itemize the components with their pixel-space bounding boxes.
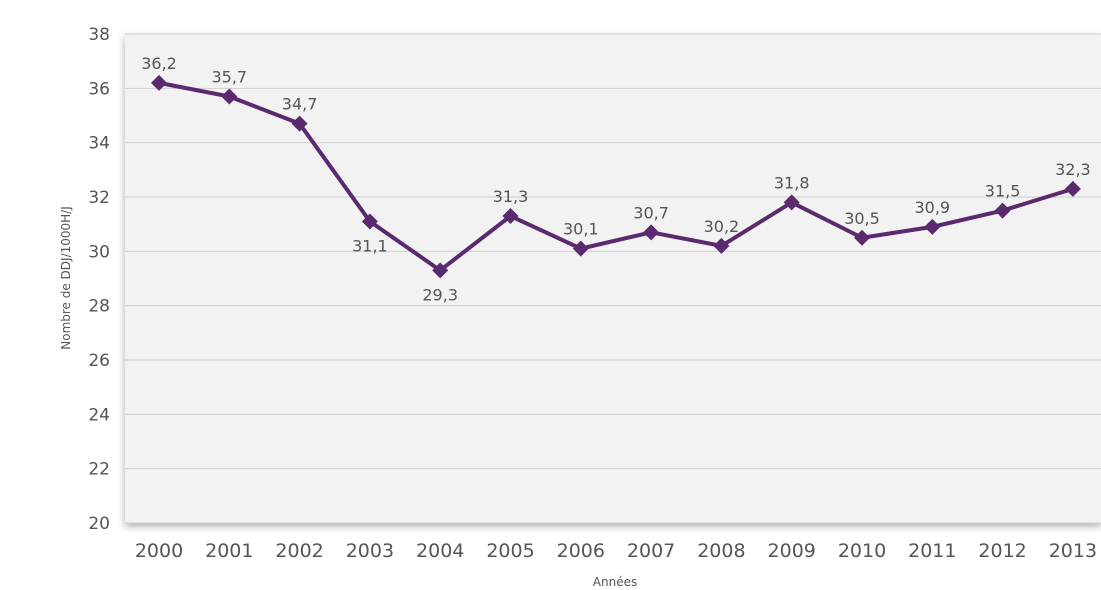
data-label: 30,9 [914,198,950,217]
data-point-marker [221,88,238,105]
x-tick-label: 2004 [416,540,464,562]
y-tick-label: 26 [88,351,110,371]
x-tick-label: 2008 [697,540,745,562]
data-point-marker [572,240,589,257]
x-tick-label: 2005 [486,540,534,562]
plot-area [125,34,1101,523]
data-point-marker [291,115,308,132]
x-tick-label: 2013 [1049,540,1097,562]
data-label: 32,3 [1055,160,1091,179]
data-label: 31,8 [774,173,810,192]
data-point-marker [643,224,660,241]
y-tick-label: 22 [88,460,110,480]
grid [125,33,1101,524]
data-label: 30,5 [844,209,880,228]
y-tick-label: 38 [88,25,110,45]
data-label: 34,7 [282,95,318,114]
x-tick-label: 2009 [768,540,816,562]
data-label: 31,1 [352,236,388,255]
data-point-marker [151,74,167,91]
y-tick-label: 36 [88,79,110,99]
data-point-marker [994,202,1011,219]
data-label: 30,7 [633,203,669,222]
x-tick-label: 2012 [978,540,1026,562]
y-tick-label: 30 [88,242,110,262]
data-point-marker [783,194,800,211]
x-axis-title: Années [593,575,637,589]
data-point-marker [502,208,519,225]
data-point-marker [924,218,941,235]
data-point-marker [432,262,449,279]
data-label: 30,1 [563,220,599,239]
series-layer: 36,2 35,7 34,7 31,1 29,3 31,3 30,1 30,7 30,2 31,8… [141,54,1091,304]
y-tick-label: 34 [88,134,110,154]
x-tick-label: 2011 [908,540,956,562]
x-tick-label: 2001 [205,540,253,562]
y-axis: 20 22 24 26 28 30 32 34 36 38 [88,25,110,534]
data-label: 35,7 [211,67,247,86]
data-label: 36,2 [141,54,177,73]
x-tick-label: 2002 [275,540,323,562]
x-tick-label: 2006 [557,540,605,562]
data-label: 29,3 [422,285,458,304]
data-label: 31,5 [985,182,1021,201]
data-point-marker [1064,180,1081,197]
y-tick-label: 24 [88,405,110,425]
data-point-marker [854,229,870,246]
x-tick-label: 2010 [838,540,886,562]
data-label: 30,2 [704,217,740,236]
x-tick-label: 2000 [135,540,183,562]
x-tick-label: 2007 [627,540,675,562]
y-tick-label: 28 [88,297,110,317]
y-axis-title: Nombre de DDJ/1000H/J [59,206,73,350]
y-tick-label: 32 [88,188,110,208]
y-tick-label: 20 [88,514,110,534]
x-axis: 2000 2001 2002 2003 2004 2005 2006 2007 2008 2009… [135,540,1097,562]
data-point-marker [361,213,378,230]
series-line [157,80,1075,273]
data-point-marker [713,237,730,254]
x-tick-label: 2003 [346,540,394,562]
data-label: 31,3 [493,187,529,206]
